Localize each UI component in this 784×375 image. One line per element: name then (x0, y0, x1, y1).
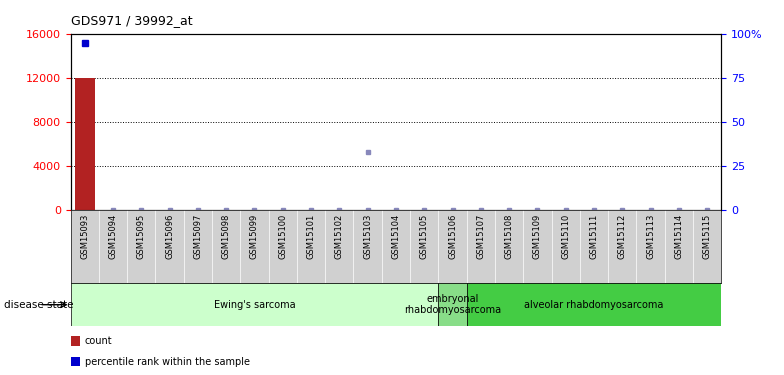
Text: GSM15093: GSM15093 (80, 214, 89, 259)
Text: GSM15108: GSM15108 (505, 214, 514, 259)
Bar (466, 283, 721, 326)
Text: GSM15103: GSM15103 (363, 214, 372, 259)
Text: GSM15100: GSM15100 (278, 214, 287, 259)
Text: alveolar rhabdomyosarcoma: alveolar rhabdomyosarcoma (524, 300, 663, 310)
Text: GSM15105: GSM15105 (419, 214, 429, 259)
Text: GSM15104: GSM15104 (391, 214, 401, 259)
Text: disease state: disease state (4, 300, 74, 310)
Text: GSM15107: GSM15107 (477, 214, 485, 259)
Text: GSM15094: GSM15094 (108, 214, 118, 259)
Text: GSM15106: GSM15106 (448, 214, 457, 259)
Text: GSM15110: GSM15110 (561, 214, 570, 259)
Text: GSM15097: GSM15097 (194, 214, 202, 259)
Text: GSM15113: GSM15113 (646, 214, 655, 259)
Text: GSM15098: GSM15098 (222, 214, 230, 259)
Text: GSM15102: GSM15102 (335, 214, 344, 259)
Bar (438, 283, 466, 326)
Text: GDS971 / 39992_at: GDS971 / 39992_at (71, 14, 192, 27)
Text: Ewing's sarcoma: Ewing's sarcoma (214, 300, 296, 310)
Text: count: count (85, 336, 112, 346)
Text: embryonal
rhabdomyosarcoma: embryonal rhabdomyosarcoma (404, 294, 501, 315)
Text: GSM15099: GSM15099 (250, 214, 259, 259)
Text: GSM15109: GSM15109 (533, 214, 542, 259)
Text: GSM15101: GSM15101 (307, 214, 315, 259)
Text: GSM15114: GSM15114 (674, 214, 684, 259)
Bar (74, 78, 95, 210)
Text: GSM15111: GSM15111 (590, 214, 598, 259)
Text: GSM15115: GSM15115 (702, 214, 712, 259)
Bar (71, 283, 438, 326)
Text: percentile rank within the sample: percentile rank within the sample (85, 357, 249, 367)
Text: GSM15096: GSM15096 (165, 214, 174, 259)
Text: GSM15095: GSM15095 (136, 214, 146, 259)
Text: GSM15112: GSM15112 (618, 214, 626, 259)
